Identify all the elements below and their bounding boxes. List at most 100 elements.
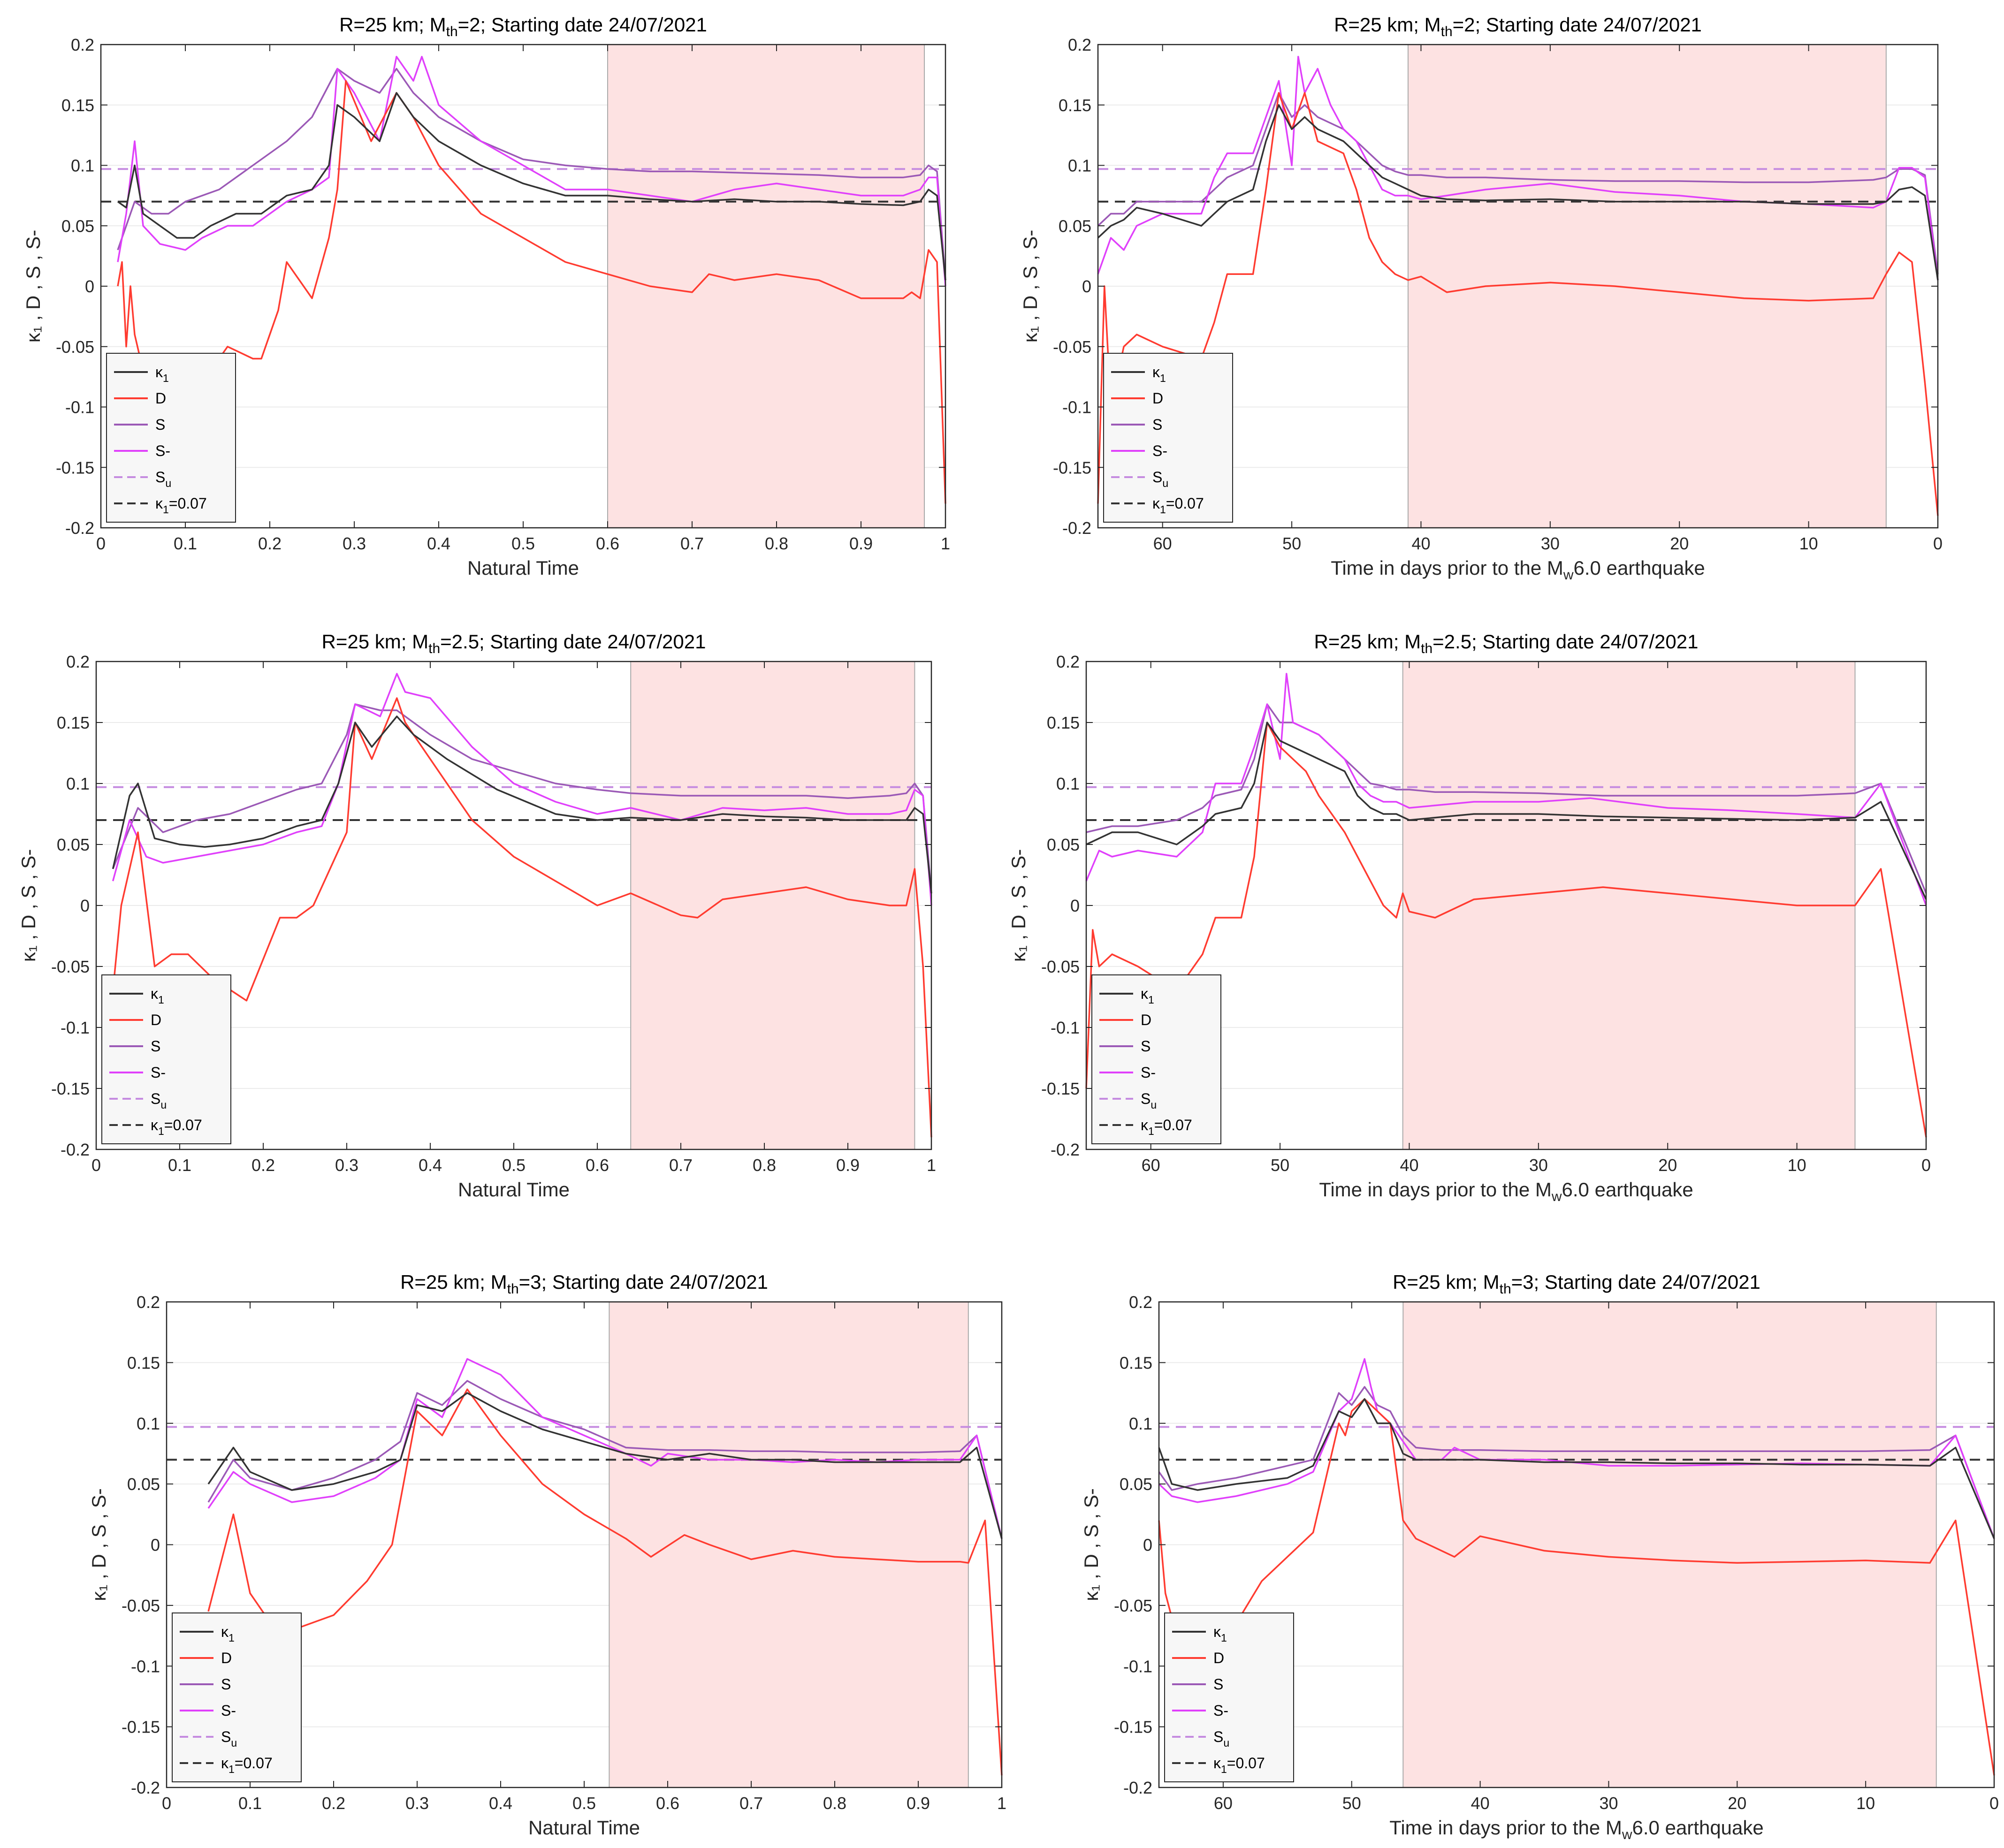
series-line-s <box>1086 703 1927 894</box>
x-tick-label: 0 <box>91 1156 101 1175</box>
x-tick-label: 40 <box>1471 1794 1490 1813</box>
x-tick-label: 50 <box>1342 1794 1361 1813</box>
legend-label: D <box>151 1011 161 1028</box>
series-line-s <box>1158 1386 1995 1539</box>
legend-label: D <box>1213 1650 1224 1666</box>
legend-label: D <box>221 1650 232 1666</box>
x-tick-label: 0 <box>1921 1156 1931 1175</box>
y-tick-label: 0.1 <box>1056 774 1080 793</box>
y-tick-label: -0.15 <box>51 1079 90 1098</box>
legend-label: S- <box>1141 1064 1156 1081</box>
y-tick-label: -0.2 <box>61 1140 90 1159</box>
x-tick-label: 0.5 <box>502 1156 526 1175</box>
y-tick-label: -0.1 <box>65 398 94 417</box>
x-tick-label: 0.3 <box>405 1794 429 1813</box>
legend-label: κ1 <box>1213 1623 1227 1644</box>
legend-label: κ1 <box>221 1623 235 1644</box>
x-tick-label: 20 <box>1728 1794 1746 1813</box>
y-tick-label: 0.2 <box>71 35 94 54</box>
x-tick-label: 0.9 <box>907 1794 930 1813</box>
y-tick-label: -0.05 <box>1114 1596 1152 1615</box>
x-tick-label: 20 <box>1670 534 1689 553</box>
y-tick-label: 0.1 <box>137 1414 160 1433</box>
series-line-d <box>112 697 932 1138</box>
legend-label: S <box>155 416 165 433</box>
series-line-d <box>207 1388 1003 1776</box>
x-tick-label: 0.3 <box>343 534 366 553</box>
series-line-kappa1 <box>1097 104 1939 281</box>
chart-title: R=25 km; Mth=2.5; Starting date 24/07/20… <box>322 631 706 656</box>
y-tick-label: 0.05 <box>57 835 90 854</box>
legend-label: S- <box>151 1064 166 1081</box>
y-tick-label: 0.2 <box>137 1293 160 1312</box>
y-axis-label: κ₁ , D , S , S- <box>1007 849 1029 962</box>
y-tick-label: 0 <box>151 1536 160 1555</box>
legend-label: Su <box>1152 469 1168 489</box>
y-tick-label: -0.15 <box>1114 1718 1152 1737</box>
x-axis-label: Time in days prior to the Mw6.0 earthqua… <box>1319 1179 1693 1204</box>
x-tick-label: 0.1 <box>174 534 197 553</box>
y-tick-label: 0.1 <box>71 156 94 175</box>
y-tick-label: -0.05 <box>1053 337 1091 357</box>
y-tick-label: 0 <box>1143 1536 1152 1555</box>
legend-label: S- <box>1152 442 1167 459</box>
y-tick-label: 0.2 <box>66 652 90 671</box>
x-tick-label: 0.4 <box>419 1156 442 1175</box>
chart-panel-5: 0 0.1 0.2 0.3 0.4 0.5 0.6 0.7 0.8 0.9 1 -0.2 -0.15 -0… <box>88 1271 1006 1839</box>
legend-label: D <box>1141 1011 1151 1028</box>
series-line-s <box>207 1380 1003 1539</box>
x-tick-label: 60 <box>1214 1794 1233 1813</box>
legend-label: S <box>1141 1038 1151 1055</box>
x-tick-label: 0.8 <box>765 534 788 553</box>
series-line-kappa1 <box>112 715 932 894</box>
legend-box <box>101 974 231 1144</box>
y-tick-label: -0.1 <box>1051 1018 1080 1037</box>
legend-label: κ1=0.07 <box>151 1117 202 1137</box>
legend-label: S <box>151 1038 160 1055</box>
y-tick-label: 0.2 <box>1129 1293 1152 1312</box>
y-tick-label: -0.2 <box>65 518 94 538</box>
y-tick-label: -0.1 <box>1062 398 1091 417</box>
legend-label: Su <box>221 1728 237 1749</box>
y-tick-label: -0.15 <box>56 458 94 477</box>
legend-box <box>1103 353 1233 523</box>
y-axis-label: κ₁ , D , S , S- <box>22 230 44 343</box>
legend-label: S <box>1152 416 1162 433</box>
y-axis-label: κ₁ , D , S , S- <box>17 849 39 962</box>
y-tick-label: -0.05 <box>56 337 94 357</box>
y-tick-label: -0.05 <box>51 957 90 976</box>
legend-label: κ1=0.07 <box>155 495 207 516</box>
shaded-region <box>1402 661 1856 1150</box>
x-tick-label: 0 <box>162 1794 171 1813</box>
x-tick-label: 0.6 <box>596 534 619 553</box>
y-tick-label: -0.05 <box>1041 957 1080 976</box>
legend-box <box>172 1612 302 1782</box>
legend-label: Su <box>151 1090 167 1111</box>
legend-label: S <box>221 1676 231 1693</box>
x-axis-label: Natural Time <box>528 1817 640 1839</box>
y-tick-label: -0.1 <box>131 1657 160 1676</box>
x-tick-label: 0.9 <box>836 1156 860 1175</box>
x-axis-label: Natural Time <box>467 557 579 579</box>
y-tick-label: 0.15 <box>61 96 94 115</box>
x-tick-label: 0 <box>96 534 106 553</box>
y-tick-label: -0.05 <box>122 1596 160 1615</box>
y-tick-label: -0.15 <box>1053 458 1091 477</box>
shaded-region <box>607 44 925 528</box>
y-tick-label: 0 <box>1070 896 1080 915</box>
legend-label: S- <box>1213 1702 1228 1719</box>
y-tick-label: 0.05 <box>1059 216 1091 236</box>
series-line-kappa1 <box>1158 1398 1995 1539</box>
legend-label: κ1 <box>151 985 164 1006</box>
x-tick-label: 0.1 <box>238 1794 262 1813</box>
x-tick-label: 60 <box>1153 534 1172 553</box>
legend-label: Su <box>1141 1090 1157 1111</box>
legend-label: S <box>1213 1676 1223 1693</box>
legend-label: κ1=0.07 <box>1141 1117 1192 1137</box>
shaded-region <box>1407 44 1887 528</box>
chart-title: R=25 km; Mth=2; Starting date 24/07/2021 <box>1334 14 1702 39</box>
y-tick-label: -0.2 <box>131 1778 160 1797</box>
y-tick-label: 0.15 <box>1120 1353 1152 1372</box>
x-tick-label: 30 <box>1599 1794 1618 1813</box>
x-tick-label: 0.9 <box>849 534 873 553</box>
